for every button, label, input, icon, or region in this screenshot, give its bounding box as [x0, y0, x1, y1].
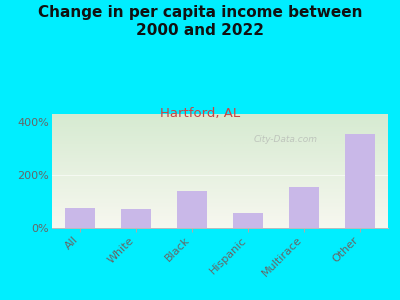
Bar — [346, 134, 374, 228]
Bar — [122, 209, 150, 228]
Text: Hartford, AL: Hartford, AL — [160, 106, 240, 119]
Bar — [234, 213, 262, 228]
Text: Change in per capita income between
2000 and 2022: Change in per capita income between 2000… — [38, 4, 362, 38]
Bar — [178, 191, 206, 228]
Text: City-Data.com: City-Data.com — [254, 135, 318, 144]
Bar — [66, 208, 94, 228]
Bar — [290, 187, 318, 228]
